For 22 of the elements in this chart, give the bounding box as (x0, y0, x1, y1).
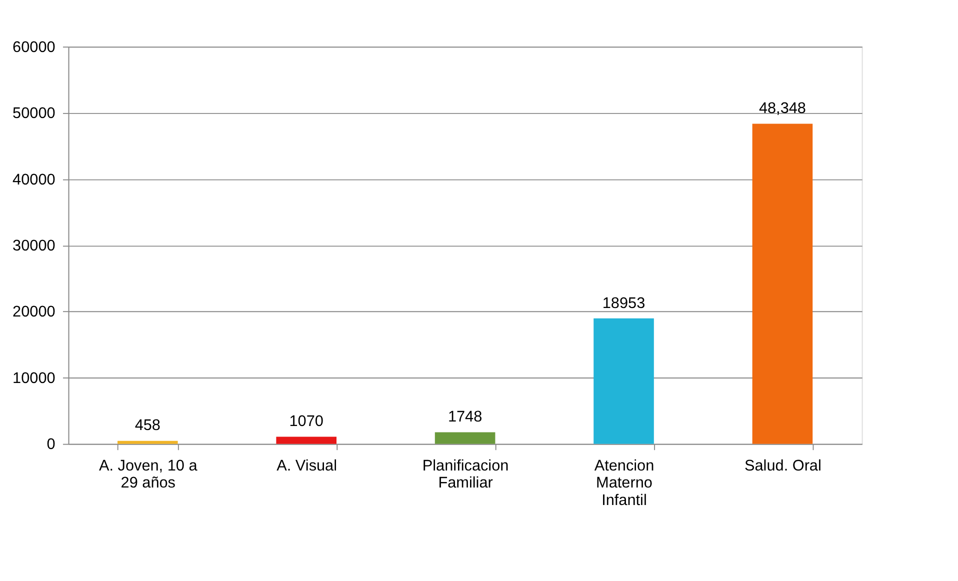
data-label: 18953 (602, 294, 646, 312)
x-tick-label: Planificacion Familiar (422, 457, 509, 492)
x-tick-label: A. Joven, 10 a 29 años (98, 457, 198, 492)
x-tick-label: Atencion Materno Infantil (594, 457, 654, 509)
data-label: 1070 (289, 413, 324, 430)
y-tick-label: 10000 (12, 370, 56, 387)
data-label: 1748 (448, 408, 482, 426)
bar (594, 318, 654, 444)
bar (117, 440, 178, 444)
data-label: 48,348 (758, 100, 806, 118)
bar (752, 124, 813, 444)
x-tick-label: Salud. Oral (744, 457, 822, 474)
bar (434, 432, 496, 444)
y-tick-label: 60000 (12, 38, 56, 56)
y-tick-label: 40000 (12, 171, 56, 188)
data-label: 458 (134, 417, 160, 434)
y-tick-label: 30000 (12, 238, 56, 255)
y-tick-label: 20000 (12, 304, 56, 321)
y-tick-label: 0 (46, 436, 56, 454)
y-tick-label: 50000 (12, 105, 56, 122)
bar (276, 436, 336, 444)
x-tick-label: A. Visual (276, 457, 338, 474)
